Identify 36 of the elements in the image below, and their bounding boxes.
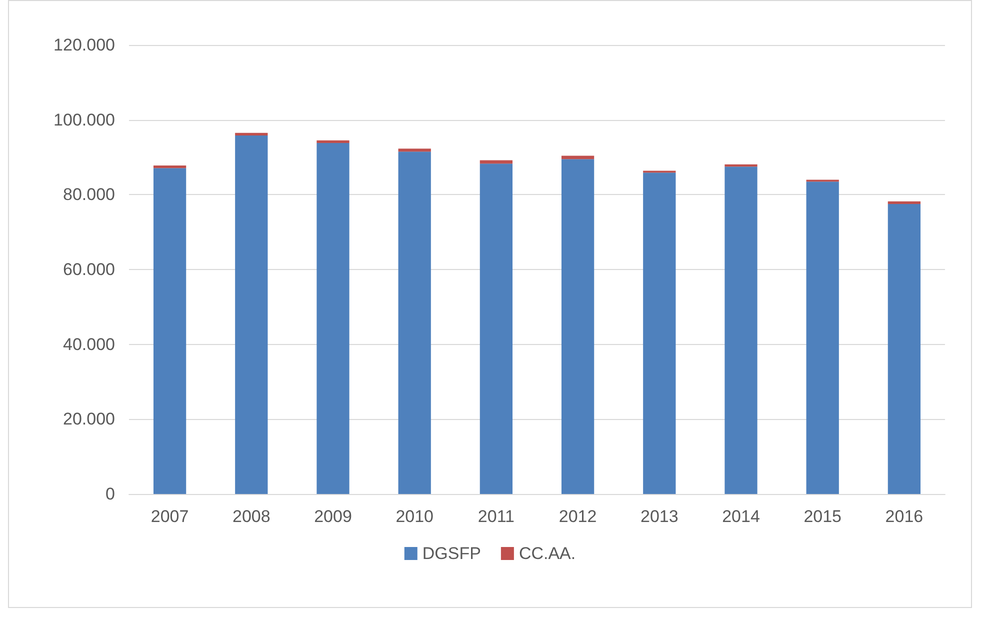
x-tick-label: 2014 (722, 507, 760, 526)
bar (235, 132, 268, 136)
bar (724, 166, 758, 494)
bar (316, 140, 350, 144)
bar (724, 164, 758, 167)
legend-label: DGSFP (422, 544, 481, 563)
bar (480, 160, 513, 164)
x-tick-label: 2016 (885, 507, 924, 526)
bar (316, 143, 350, 494)
y-tick-label: 80.000 (63, 185, 115, 204)
bar (643, 172, 676, 494)
y-tick-label: 40.000 (63, 334, 115, 354)
x-tick-label: 2011 (478, 507, 514, 526)
legend-label: CC.AA. (518, 544, 576, 563)
x-tick-label: 2015 (804, 507, 842, 526)
x-tick-label: 2007 (150, 507, 189, 526)
bar (153, 165, 186, 168)
y-tick-label: 0 (106, 484, 115, 504)
bar (235, 136, 268, 494)
bar (888, 204, 921, 494)
bar (153, 168, 186, 494)
y-tick-label: 20.000 (63, 410, 115, 429)
x-tick-label: 2013 (640, 507, 678, 526)
y-tick-label: 60.000 (63, 260, 115, 279)
x-tick-label: 2008 (232, 507, 270, 526)
x-tick-label: 2012 (558, 507, 597, 526)
bar (480, 164, 513, 494)
x-tick-label: 2009 (314, 507, 352, 526)
bar (398, 152, 431, 494)
bar (888, 201, 921, 204)
y-tick-label: 100.000 (54, 110, 115, 130)
x-tick-label: 2010 (396, 507, 434, 526)
bar (398, 148, 431, 152)
bar (561, 159, 594, 494)
y-tick-label: 120.000 (54, 36, 115, 54)
bar (806, 182, 839, 494)
